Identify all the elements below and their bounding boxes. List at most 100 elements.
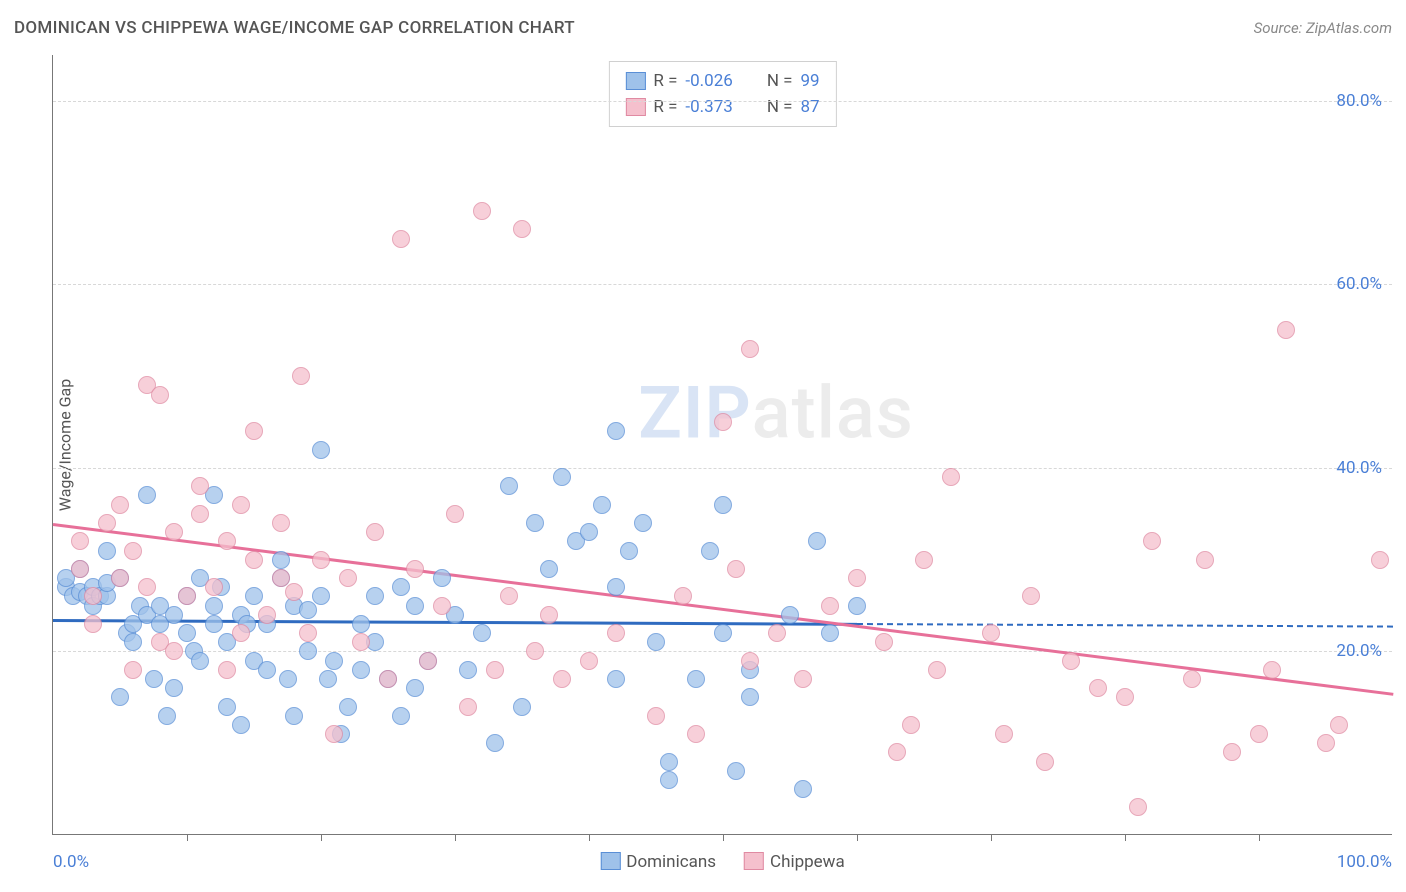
gridline (53, 101, 1392, 102)
data-point-chippewa (165, 523, 183, 541)
data-point-dominicans (245, 587, 263, 605)
data-point-chippewa (446, 505, 464, 523)
y-tick-label: 60.0% (1336, 274, 1382, 294)
data-point-chippewa (607, 624, 625, 642)
data-point-chippewa (526, 642, 544, 660)
data-point-chippewa (687, 725, 705, 743)
data-point-chippewa (138, 578, 156, 596)
scatter-plot: Wage/Income Gap ZIPatlas R = -0.026 N = … (52, 55, 1392, 835)
data-point-chippewa (272, 514, 290, 532)
x-tick (857, 834, 858, 841)
data-point-chippewa (379, 670, 397, 688)
data-point-dominicans (352, 661, 370, 679)
data-point-chippewa (875, 633, 893, 651)
y-axis-label: Wage/Income Gap (56, 378, 75, 510)
data-point-dominicans (218, 698, 236, 716)
data-point-chippewa (1183, 670, 1201, 688)
data-point-dominicans (714, 624, 732, 642)
data-point-chippewa (1089, 679, 1107, 697)
data-point-chippewa (714, 413, 732, 431)
data-point-chippewa (165, 642, 183, 660)
data-point-dominicans (124, 633, 142, 651)
data-point-chippewa (741, 340, 759, 358)
data-point-dominicans (433, 569, 451, 587)
data-point-chippewa (98, 514, 116, 532)
data-point-dominicans (607, 578, 625, 596)
data-point-dominicans (687, 670, 705, 688)
data-point-dominicans (258, 661, 276, 679)
data-point-chippewa (218, 532, 236, 550)
data-point-chippewa (1143, 532, 1161, 550)
data-point-dominicans (848, 597, 866, 615)
data-point-chippewa (111, 569, 129, 587)
data-point-chippewa (1277, 321, 1295, 339)
data-point-dominicans (299, 601, 317, 619)
data-point-chippewa (982, 624, 1000, 642)
data-point-chippewa (1116, 688, 1134, 706)
data-point-chippewa (124, 661, 142, 679)
data-point-dominicans (781, 606, 799, 624)
data-point-chippewa (674, 587, 692, 605)
data-point-chippewa (84, 615, 102, 633)
data-point-chippewa (258, 606, 276, 624)
data-point-chippewa (647, 707, 665, 725)
trend-line (857, 623, 1393, 628)
data-point-chippewa (580, 652, 598, 670)
data-point-chippewa (433, 597, 451, 615)
y-tick-label: 80.0% (1336, 91, 1382, 111)
data-point-dominicans (714, 496, 732, 514)
data-point-dominicans (319, 670, 337, 688)
gridline (53, 468, 1392, 469)
data-point-chippewa (513, 220, 531, 238)
x-axis-min-label: 0.0% (53, 852, 89, 872)
x-tick (1259, 834, 1260, 841)
data-point-chippewa (473, 202, 491, 220)
watermark: ZIPatlas (638, 371, 913, 456)
data-point-chippewa (928, 661, 946, 679)
data-point-chippewa (406, 560, 424, 578)
data-point-chippewa (888, 743, 906, 761)
data-point-dominicans (607, 422, 625, 440)
data-point-chippewa (71, 532, 89, 550)
data-point-chippewa (1196, 551, 1214, 569)
data-point-dominicans (272, 551, 290, 569)
data-point-chippewa (419, 652, 437, 670)
data-point-chippewa (352, 633, 370, 651)
legend-swatch-dominicans (625, 72, 645, 90)
data-point-chippewa (205, 578, 223, 596)
legend-swatch-icon (600, 852, 620, 870)
data-point-dominicans (138, 486, 156, 504)
data-point-chippewa (325, 725, 343, 743)
data-point-dominicans (145, 670, 163, 688)
legend-row-chippewa: R = -0.373 N = 87 (625, 94, 819, 120)
data-point-chippewa (540, 606, 558, 624)
x-tick (991, 834, 992, 841)
r-value-dominicans: -0.026 (685, 68, 732, 94)
data-point-dominicans (111, 688, 129, 706)
data-point-chippewa (915, 551, 933, 569)
data-point-dominicans (279, 670, 297, 688)
data-point-chippewa (111, 496, 129, 514)
data-point-chippewa (245, 551, 263, 569)
data-point-dominicans (607, 670, 625, 688)
data-point-chippewa (1036, 753, 1054, 771)
data-point-chippewa (1317, 734, 1335, 752)
data-point-chippewa (741, 652, 759, 670)
data-point-chippewa (1022, 587, 1040, 605)
data-point-chippewa (366, 523, 384, 541)
x-tick (1125, 834, 1126, 841)
data-point-chippewa (794, 670, 812, 688)
data-point-chippewa (339, 569, 357, 587)
data-point-chippewa (848, 569, 866, 587)
x-axis-max-label: 100.0% (1337, 852, 1392, 872)
data-point-dominicans (580, 523, 598, 541)
data-point-chippewa (1223, 743, 1241, 761)
data-point-chippewa (1263, 661, 1281, 679)
data-point-dominicans (660, 771, 678, 789)
data-point-dominicans (366, 587, 384, 605)
data-point-chippewa (553, 670, 571, 688)
data-point-dominicans (299, 642, 317, 660)
data-point-chippewa (942, 468, 960, 486)
data-point-dominicans (459, 661, 477, 679)
data-point-chippewa (245, 422, 263, 440)
